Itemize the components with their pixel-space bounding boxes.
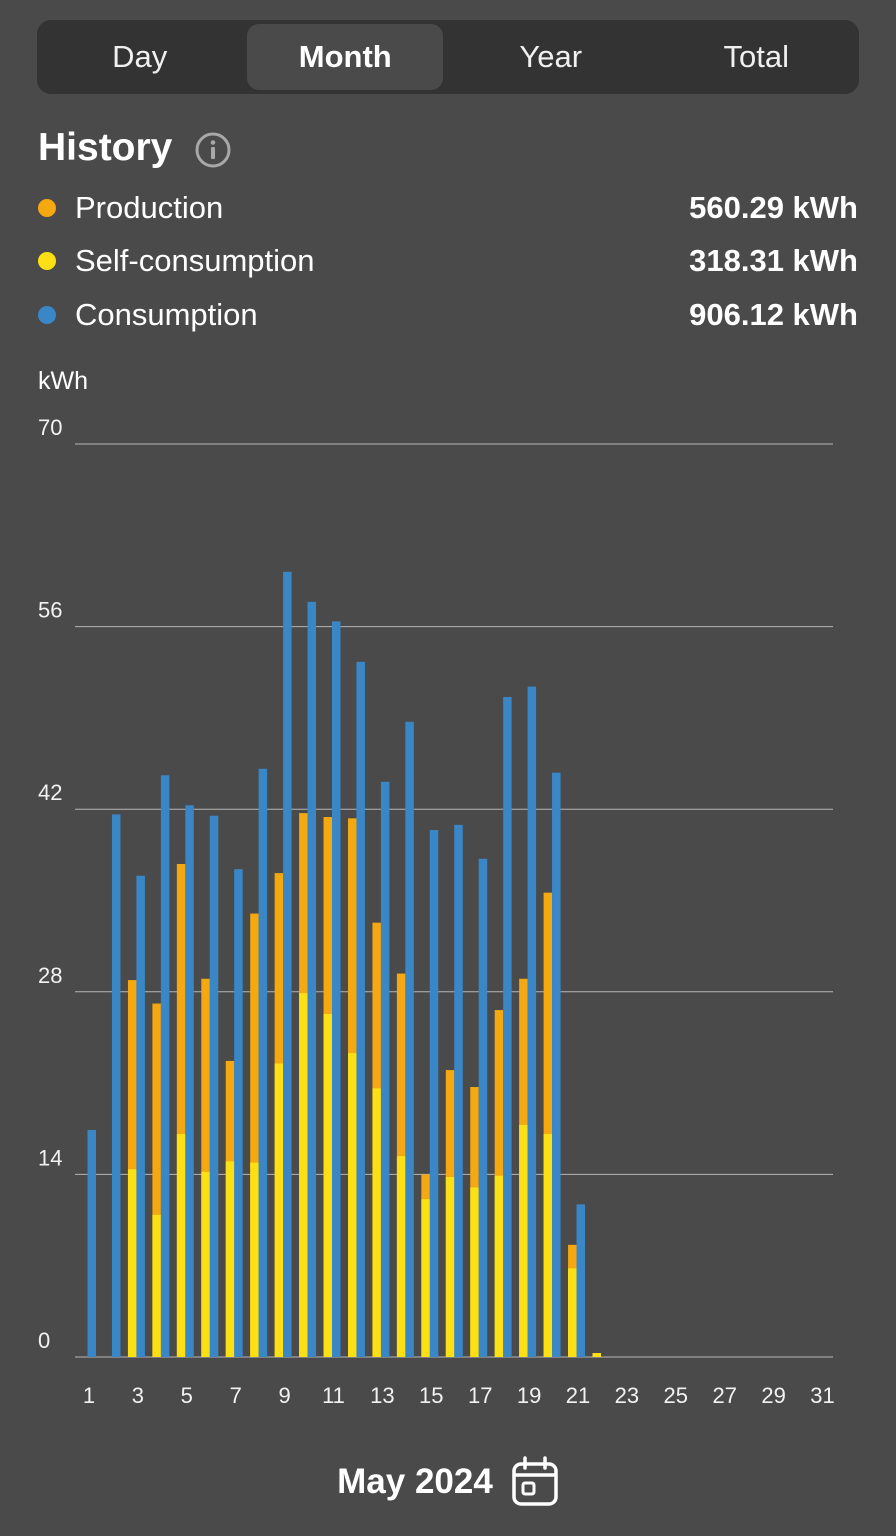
self-consumption-bar [152, 1214, 161, 1357]
x-tick-label: 13 [370, 1383, 394, 1408]
self-consumption-bar [519, 1124, 528, 1357]
production-bar [127, 980, 137, 1357]
consumption-bar [576, 1204, 585, 1357]
tab-month[interactable]: Month [247, 24, 444, 90]
legend-production: Production 560.29 kWh [38, 188, 858, 228]
consumption-bar [503, 697, 512, 1357]
x-tick-label: 27 [712, 1383, 736, 1408]
y-tick-label: 42 [38, 780, 62, 805]
self-consumption-bar [543, 1133, 553, 1357]
history-title: History [38, 126, 173, 169]
consumption-bar [111, 814, 121, 1357]
consumption-bar [136, 875, 145, 1357]
consumption-bar [527, 686, 537, 1357]
period-tabs: Day Month Year Total [37, 20, 859, 94]
self-consumption-bar [568, 1268, 577, 1357]
consumption-bar [185, 805, 194, 1357]
x-tick-label: 15 [419, 1383, 443, 1408]
x-tick-label: 31 [810, 1383, 834, 1408]
x-tick-label: 23 [615, 1383, 639, 1408]
consumption-bar [234, 869, 243, 1357]
tab-day[interactable]: Day [112, 39, 168, 74]
consumption-bar [429, 830, 439, 1357]
consumption-bar [209, 815, 219, 1357]
y-axis-unit: kWh [38, 367, 88, 395]
legend-self-consumption-value: 318.31 kWh [689, 243, 858, 278]
self-consumption-bar [176, 1133, 186, 1357]
self-consumption-bar [396, 1156, 406, 1357]
x-tick-label: 9 [278, 1383, 290, 1408]
consumption-bar [454, 824, 463, 1357]
self-consumption-bar [592, 1353, 601, 1357]
consumption-bar [283, 571, 292, 1357]
info-icon[interactable] [194, 131, 232, 169]
x-tick-label: 5 [181, 1383, 193, 1408]
consumption-bar [160, 775, 170, 1357]
production-bar [543, 892, 553, 1357]
y-tick-label: 56 [38, 598, 62, 623]
month-label: May 2024 [337, 1462, 493, 1501]
production-dot [38, 199, 56, 217]
self-consumption-bar [348, 1053, 357, 1357]
legend-self-consumption: Self-consumption 318.31 kWh [38, 241, 858, 281]
consumption-bar [258, 768, 268, 1357]
consumption-bar [478, 858, 488, 1357]
self-consumption-bar [372, 1088, 381, 1357]
self-consumption-dot [38, 252, 56, 270]
month-selector[interactable]: May 2024 [0, 1450, 896, 1514]
x-tick-label: 7 [230, 1383, 242, 1408]
x-tick-label: 21 [566, 1383, 590, 1408]
calendar-icon[interactable] [511, 1456, 559, 1508]
self-consumption-bar [201, 1171, 210, 1357]
legend-consumption-value: 906.12 kWh [689, 297, 858, 332]
legend-consumption: Consumption 906.12 kWh [38, 295, 858, 335]
tab-year[interactable]: Year [519, 39, 583, 74]
self-consumption-bar [494, 1175, 504, 1357]
consumption-bar [356, 661, 365, 1357]
consumption-bar [332, 621, 341, 1357]
legend-production-label: Production [75, 190, 224, 225]
x-tick-label: 29 [761, 1383, 785, 1408]
legend-production-value: 560.29 kWh [689, 190, 858, 225]
legend-consumption-label: Consumption [75, 297, 258, 332]
y-tick-label: 0 [38, 1328, 50, 1353]
self-consumption-bar [323, 1013, 333, 1357]
self-consumption-bar [470, 1187, 479, 1357]
self-consumption-bar [225, 1161, 235, 1357]
x-tick-label: 1 [83, 1383, 95, 1408]
consumption-bar [405, 721, 414, 1357]
production-bar [250, 913, 259, 1357]
consumption-bar [307, 601, 317, 1357]
self-consumption-bar [299, 993, 308, 1357]
self-consumption-bar [250, 1162, 259, 1357]
y-tick-label: 28 [38, 963, 62, 988]
legend-self-consumption-label: Self-consumption [75, 243, 315, 278]
consumption-bar [87, 1130, 96, 1357]
consumption-dot [38, 306, 56, 324]
y-tick-label: 14 [38, 1145, 62, 1170]
production-bar [152, 1003, 161, 1357]
self-consumption-bar [127, 1169, 137, 1357]
self-consumption-bar [274, 1063, 284, 1357]
production-bar [201, 978, 210, 1357]
x-tick-label: 17 [468, 1383, 492, 1408]
x-tick-label: 19 [517, 1383, 541, 1408]
tab-total[interactable]: Total [723, 39, 789, 74]
consumption-bar [552, 772, 561, 1357]
production-bar [176, 863, 186, 1357]
self-consumption-bar [445, 1177, 455, 1357]
x-tick-label: 11 [322, 1383, 345, 1408]
x-tick-label: 25 [664, 1383, 688, 1408]
consumption-bar [380, 781, 390, 1357]
y-tick-label: 70 [38, 415, 62, 440]
self-consumption-bar [421, 1199, 430, 1357]
x-tick-label: 3 [132, 1383, 144, 1408]
